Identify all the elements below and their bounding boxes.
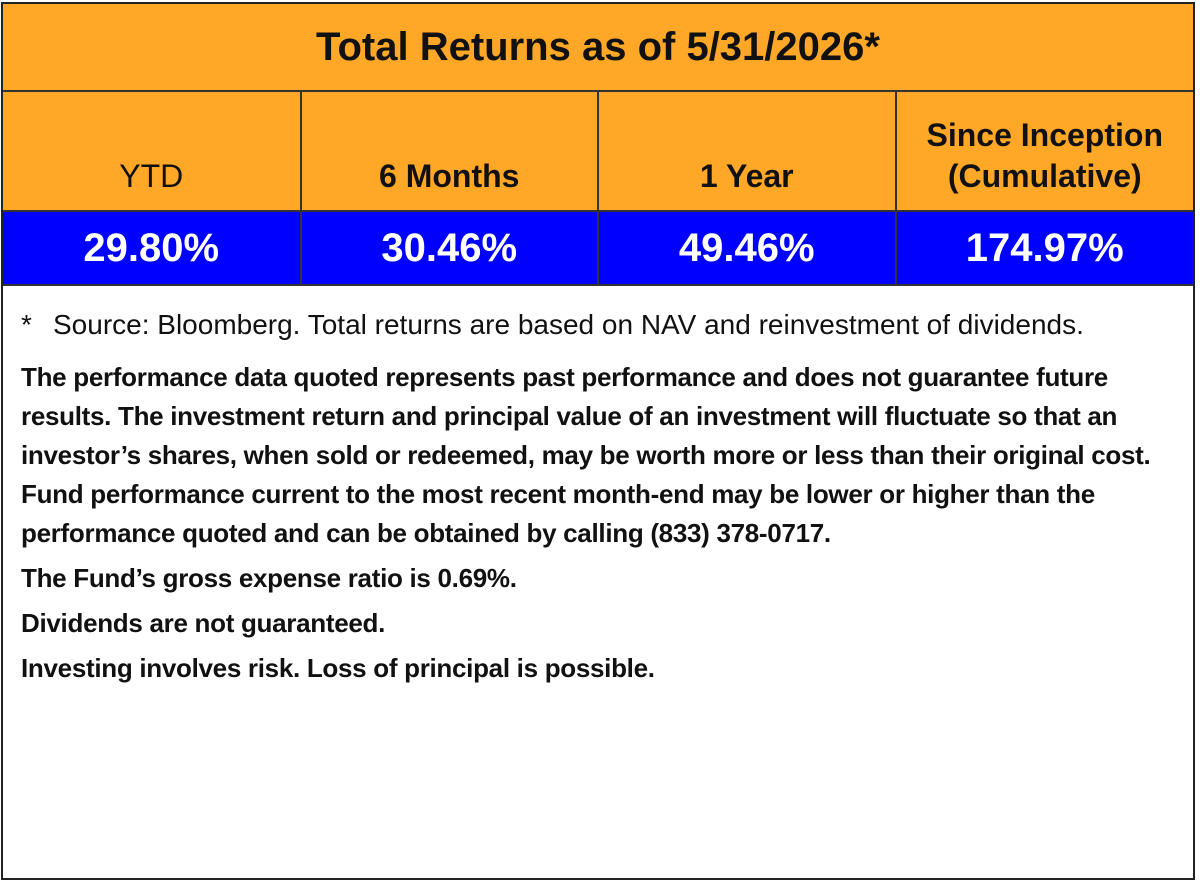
notes: * Source: Bloomberg. Total returns are b… [3,286,1193,688]
footnote-text: Source: Bloomberg. Total returns are bas… [53,309,1084,340]
disclosure: Dividends are not guaranteed. [21,607,386,638]
return-value: 49.46% [597,211,896,286]
return-value: 29.80% [3,211,301,286]
footnote-marker: * [21,309,32,340]
disclosure: The Fund’s gross expense ratio is 0.69%. [21,562,517,593]
header-row: YTD 6 Months 1 Year Since Inception (Cumula… [3,92,1193,212]
title: Total Returns as of 5/31/2026* [3,4,1193,92]
column-header: YTD [3,92,301,212]
column-header: Since Inception (Cumulative) [894,92,1193,212]
return-value: 174.97% [894,211,1193,286]
return-value: 30.46% [299,211,598,286]
disclosure: Investing involves risk. Loss of princip… [21,652,655,683]
disclosures: The performance data quoted represents p… [21,358,1177,688]
returns-table: YTD 6 Months 1 Year Since Inception (Cumula… [3,92,1193,286]
disclosure: The performance data quoted represents p… [21,361,1151,548]
value-row: 29.80% 30.46% 49.46% 174.97% [3,211,1193,286]
column-header: 1 Year [597,92,896,212]
column-header: 6 Months [299,92,598,212]
footnote: * Source: Bloomberg. Total returns are b… [21,306,1177,344]
table-body: 29.80% 30.46% 49.46% 174.97% [3,211,1193,286]
